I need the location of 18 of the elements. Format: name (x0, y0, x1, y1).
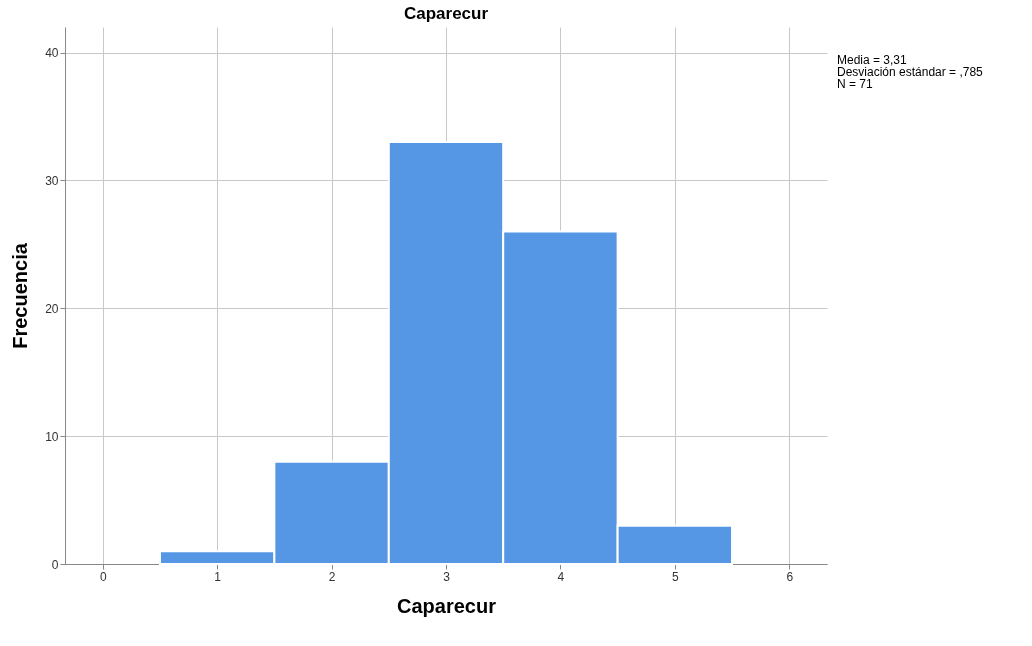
x-tick-label: 0 (99, 569, 107, 584)
x-tick-label: 6 (786, 569, 794, 584)
chart-title: Caparecur (403, 4, 489, 23)
y-axis-title: Frecuencia (9, 242, 32, 349)
text: Desviación estándar = ,785 (837, 65, 984, 79)
text: Media = 3,31 (837, 53, 908, 67)
y-tick-label: 0 (51, 557, 59, 572)
x-tick-label: 5 (671, 569, 679, 584)
y-tick-label: 20 (45, 301, 59, 316)
x-tick-label: 2 (328, 569, 336, 584)
y-tick-label: 30 (45, 173, 59, 188)
x-tick-label: 3 (443, 569, 451, 584)
x-axis-title: Caparecur (397, 594, 497, 617)
text: N = 71 (837, 77, 874, 91)
x-tick-label: 1 (214, 569, 222, 584)
y-tick-label: 40 (45, 46, 59, 61)
x-tick-label: 4 (557, 569, 565, 584)
y-tick-label: 10 (45, 429, 59, 444)
